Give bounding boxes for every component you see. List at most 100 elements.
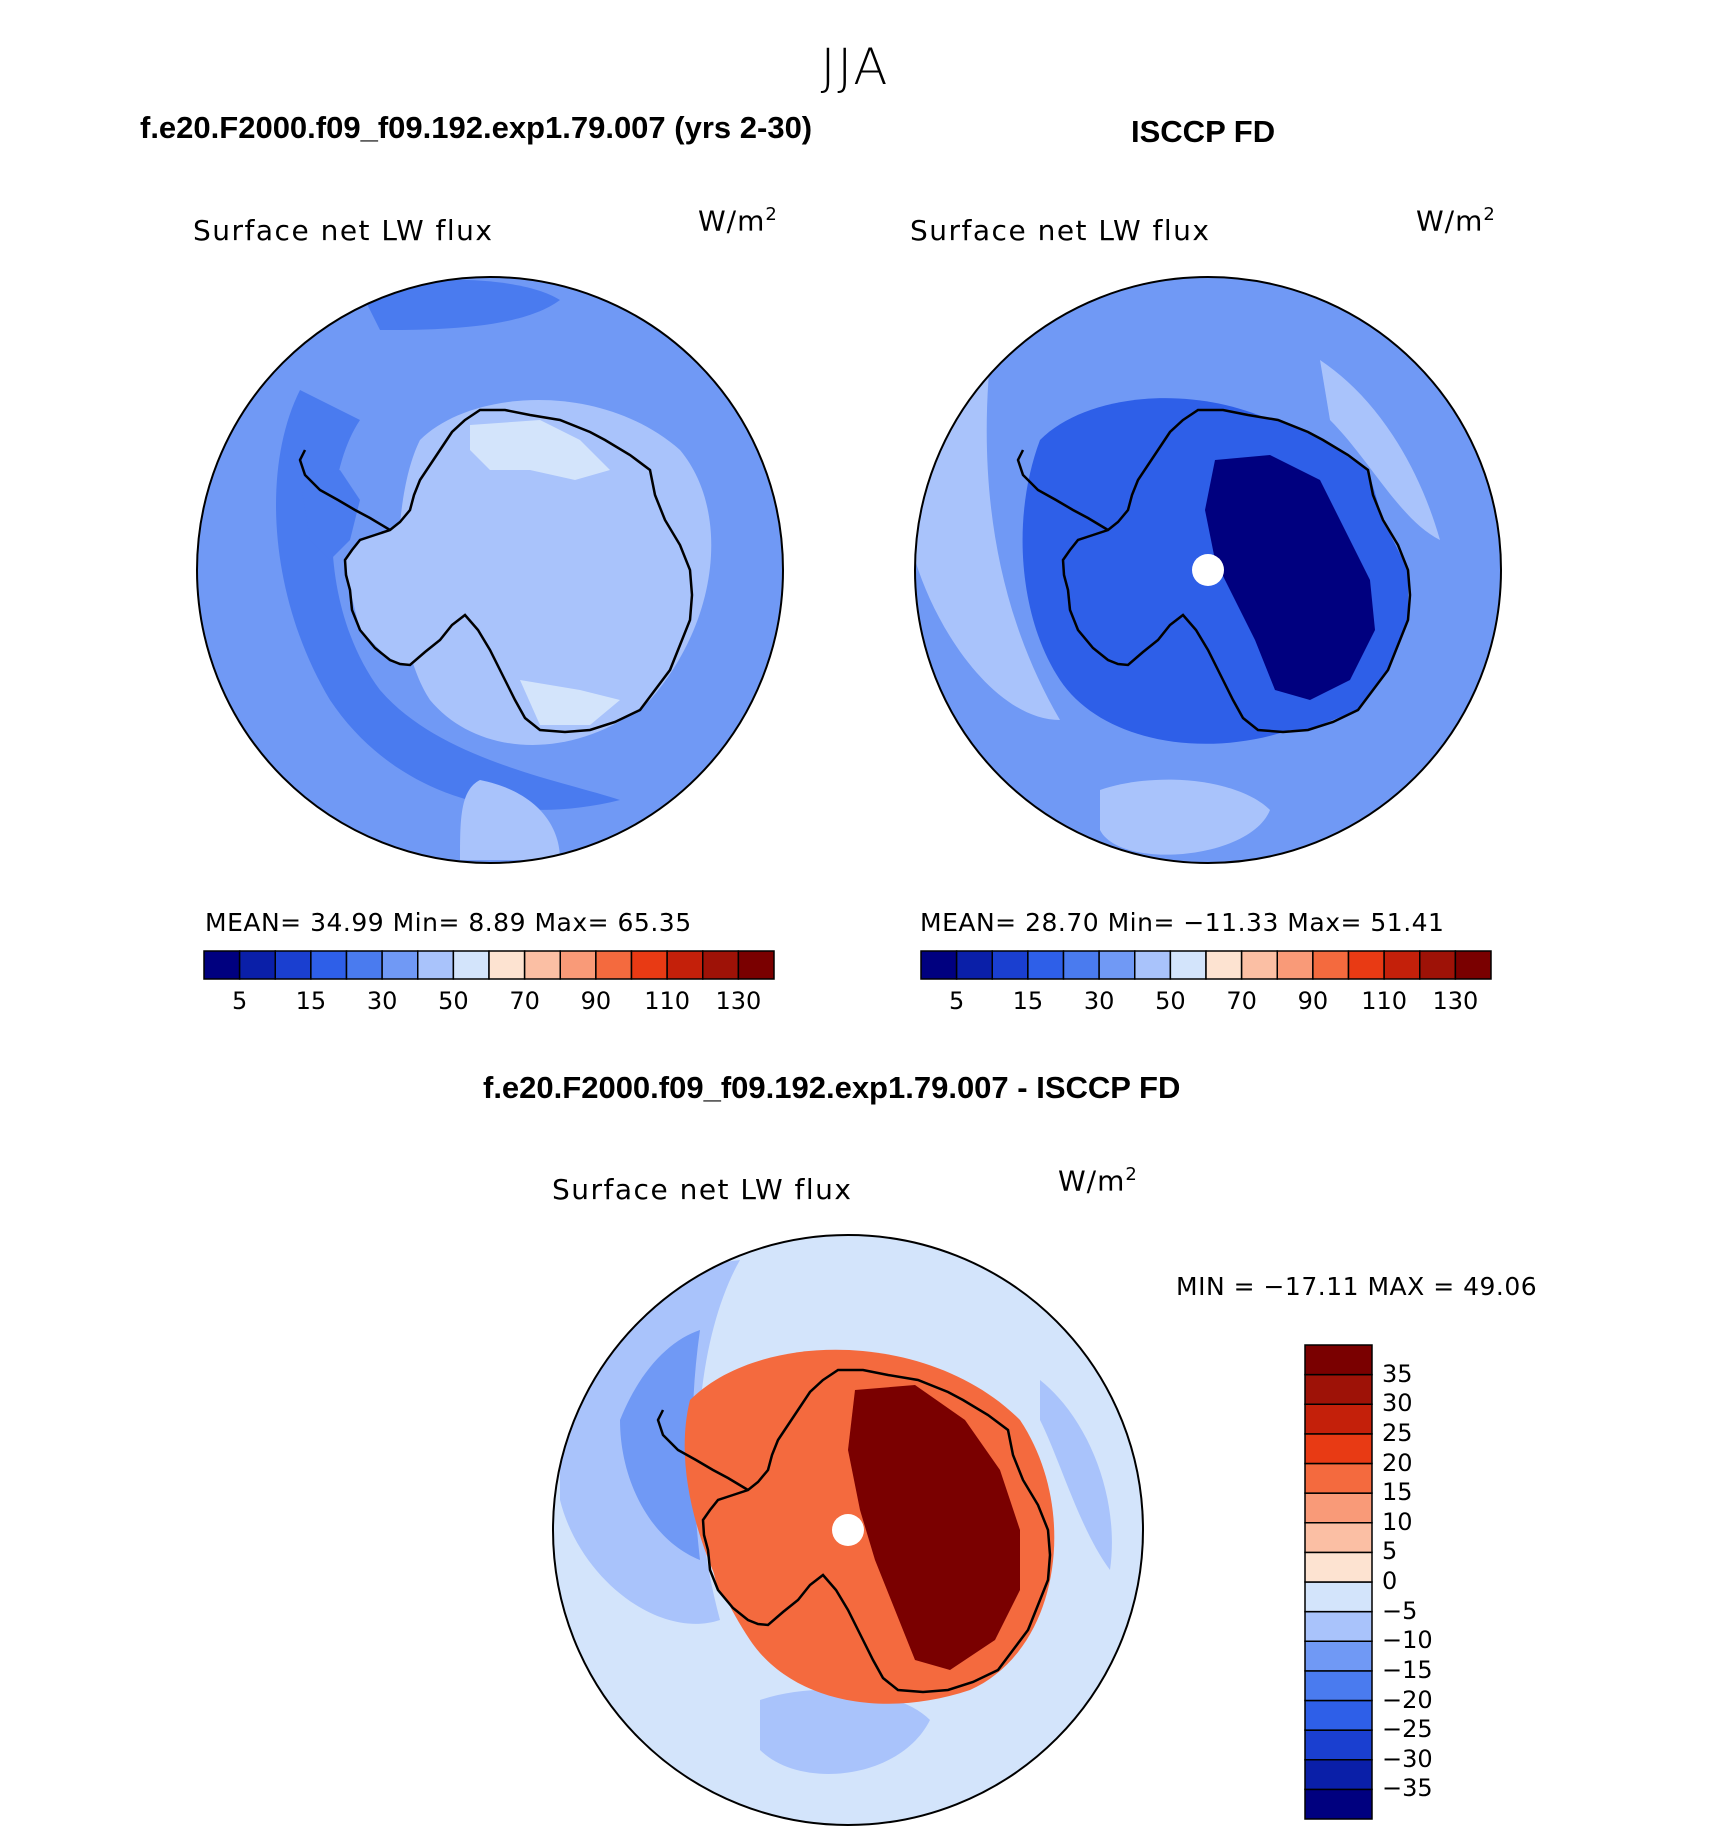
panel-1-variable: Surface net LW flux — [193, 214, 494, 247]
obs-colorbar-tick-label: 110 — [1361, 987, 1408, 1015]
obs-colorbar-swatch — [1169, 950, 1207, 980]
diff-colorbar-swatch — [1304, 1433, 1373, 1465]
model-colorbar-swatch — [488, 950, 526, 980]
diff-colorbar-swatch — [1304, 1610, 1373, 1642]
obs-colorbar-swatch — [1454, 950, 1492, 980]
obs-colorbar-swatch — [1312, 950, 1350, 980]
obs-colorbar-tick-label: 70 — [1226, 987, 1257, 1015]
obs-colorbar-swatch — [1240, 950, 1278, 980]
panel-3-stats: MIN = −17.11 MAX = 49.06 — [1176, 1272, 1538, 1301]
obs-pole-hole — [1192, 554, 1224, 586]
model-map-border — [196, 276, 784, 864]
diff-colorbar-tick-label: 10 — [1382, 1507, 1413, 1536]
diff-pole-hole — [832, 1514, 864, 1546]
diff-colorbar-tick-label: 25 — [1382, 1418, 1413, 1447]
diff-colorbar-swatch — [1304, 1522, 1373, 1554]
model-map — [196, 276, 784, 864]
obs-map — [914, 276, 1502, 864]
diff-colorbar-swatch — [1304, 1699, 1373, 1731]
diff-peninsula-coast — [656, 1409, 749, 1492]
diff-colorbar-tick-label: 35 — [1382, 1359, 1413, 1388]
panel-3-units: W/m2 — [1058, 1164, 1138, 1198]
model-colorbar-swatch — [452, 950, 490, 980]
panel-2-title: ISCCP FD — [1131, 114, 1276, 149]
model-colorbar-swatch — [238, 950, 276, 980]
diff-colorbar-tick-label: 20 — [1382, 1448, 1413, 1477]
panel-2-units: W/m2 — [1416, 204, 1496, 238]
obs-colorbar-swatch — [1205, 950, 1243, 980]
obs-colorbar-tick-label: 130 — [1432, 987, 1479, 1015]
model-colorbar-swatch — [310, 950, 348, 980]
diff-neg-bottom — [760, 1689, 930, 1774]
model-peninsula-coast — [298, 449, 391, 532]
diff-title: f.e20.F2000.f09_f09.192.exp1.79.007 - IS… — [483, 1070, 1181, 1105]
model-colorbar-swatch — [417, 950, 455, 980]
model-colorbar-tick-label: 90 — [580, 987, 612, 1015]
panel-1-units: W/m2 — [698, 204, 778, 238]
obs-colorbar-swatch — [1383, 950, 1421, 980]
panel-2-variable: Surface net LW flux — [910, 214, 1211, 247]
diff-colorbar — [1304, 1344, 1373, 1820]
obs-colorbar-swatch — [1134, 950, 1172, 980]
figure-title: JJA — [820, 38, 890, 96]
model-antarctica-fill — [345, 410, 690, 730]
obs-colorbar-tick-label: 15 — [1012, 987, 1044, 1015]
panel-2-stats: MEAN= 28.70 Min= −11.33 Max= 51.41 — [920, 908, 1445, 937]
diff-colorbar-tick-label: 5 — [1382, 1537, 1398, 1566]
diff-colorbar-tick-label: −30 — [1382, 1744, 1433, 1773]
obs-colorbar-tick-label: 5 — [948, 987, 965, 1015]
diff-colorbar-swatch — [1304, 1759, 1373, 1791]
diff-colorbar-swatch — [1304, 1462, 1373, 1494]
diff-ice-deep — [848, 1385, 1020, 1670]
panel-1-stats: MEAN= 34.99 Min= 8.89 Max= 65.35 — [205, 908, 692, 937]
diff-colorbar-tick-label: −25 — [1382, 1715, 1433, 1744]
obs-light-left — [915, 360, 1060, 720]
model-peninsula-dark — [300, 470, 360, 560]
diff-colorbar-tick-label: 30 — [1382, 1389, 1413, 1418]
obs-map-border — [914, 276, 1502, 864]
obs-colorbar-tick-label: 50 — [1155, 987, 1186, 1015]
panel-1-title: f.e20.F2000.f09_f09.192.exp1.79.007 (yrs… — [140, 110, 813, 145]
obs-colorbar-swatch — [1062, 950, 1100, 980]
diff-colorbar-tick-label: −20 — [1382, 1685, 1433, 1714]
model-colorbar-tick-label: 110 — [644, 987, 691, 1015]
diff-colorbar-tick-label: −5 — [1382, 1596, 1418, 1625]
model-colorbar-swatch — [345, 950, 383, 980]
diff-colorbar-swatch — [1304, 1670, 1373, 1702]
diff-map-border — [552, 1234, 1144, 1826]
obs-colorbar-swatch — [1347, 950, 1385, 980]
diff-colorbar-swatch — [1304, 1344, 1373, 1376]
model-colorbar-swatch — [274, 950, 312, 980]
diff-colorbar-swatch — [1304, 1640, 1373, 1672]
model-colorbar-tick-label: 30 — [366, 987, 398, 1015]
model-colorbar-tick-label: 70 — [509, 987, 540, 1015]
model-colorbar-swatch — [666, 950, 704, 980]
model-dark-band-top — [360, 279, 560, 330]
diff-colorbar-swatch — [1304, 1788, 1373, 1820]
diff-coastline — [701, 1368, 1052, 1694]
model-dark-band — [276, 390, 620, 810]
model-colorbar-tick-label: 50 — [438, 987, 469, 1015]
model-colorbar-tick-label: 130 — [715, 987, 762, 1015]
obs-colorbar-swatch — [1027, 950, 1065, 980]
obs-light-right — [1320, 360, 1440, 540]
obs-colorbar-swatch — [955, 950, 993, 980]
diff-colorbar-tick-label: 15 — [1382, 1478, 1413, 1507]
model-colorbar-swatch — [737, 950, 775, 980]
diff-colorbar-swatch — [1304, 1403, 1373, 1435]
obs-colorbar-swatch — [1276, 950, 1314, 980]
obs-coastline — [1061, 408, 1412, 734]
model-colorbar-swatch — [559, 950, 597, 980]
model-colorbar-swatch — [523, 950, 561, 980]
model-ice-light-2 — [520, 680, 620, 725]
model-colorbar-swatch — [595, 950, 633, 980]
diff-colorbar-swatch — [1304, 1373, 1373, 1405]
model-colorbar-swatch — [630, 950, 668, 980]
diff-colorbar-swatch — [1304, 1551, 1373, 1583]
model-colorbar — [203, 950, 775, 980]
panel-3-variable: Surface net LW flux — [552, 1173, 853, 1206]
diff-colorbar-tick-label: 0 — [1382, 1567, 1398, 1595]
diff-neg2-left — [620, 1330, 700, 1560]
obs-peninsula-coast — [1016, 449, 1109, 532]
